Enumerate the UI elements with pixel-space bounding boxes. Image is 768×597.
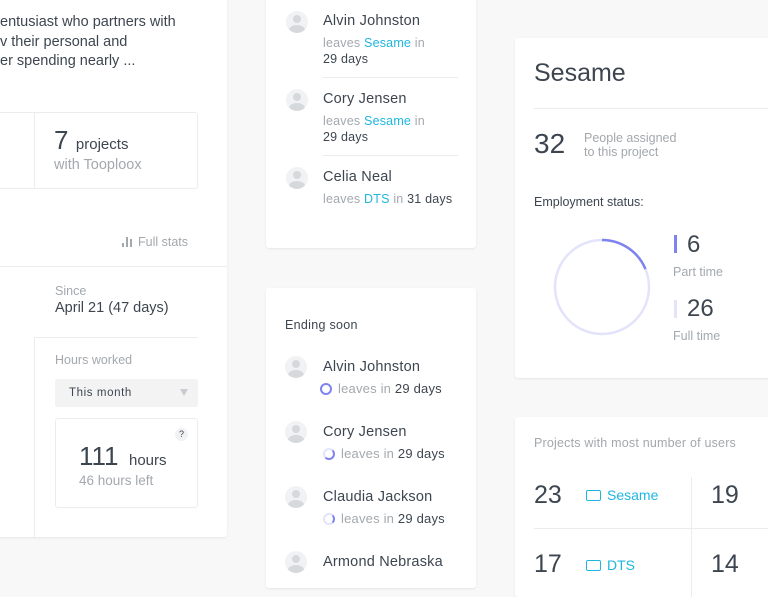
- project-user-count: 23: [534, 481, 562, 509]
- person-name[interactable]: Alvin Johnston: [323, 359, 421, 375]
- person-name[interactable]: Cory Jensen: [323, 91, 407, 107]
- part-time-bar: [674, 235, 677, 253]
- avatar: [285, 356, 307, 378]
- hours-unit: hours: [128, 452, 167, 469]
- full-stats-link[interactable]: Full stats: [122, 235, 188, 249]
- employment-label: Employment status:: [534, 195, 644, 209]
- avatar: [285, 551, 307, 573]
- projects-sub: with Tooploox: [54, 157, 142, 173]
- people-count: 32: [534, 128, 566, 159]
- folder-icon: [586, 560, 601, 571]
- projects-label: projects: [75, 136, 129, 153]
- projects-count: 7: [54, 125, 69, 155]
- bar-chart-icon: [122, 237, 132, 247]
- project-user-count: 19: [711, 481, 739, 509]
- leave-info: leaves in 29 days: [323, 446, 445, 462]
- since-value: April 21 (47 days): [55, 300, 169, 316]
- hours-label: Hours worked: [55, 353, 133, 367]
- bio-line: v their personal and: [0, 33, 128, 50]
- full-time-count: 26: [687, 295, 714, 322]
- avatar: [286, 89, 308, 111]
- ending-soon-title: Ending soon: [285, 318, 358, 332]
- project-link[interactable]: Sesame: [586, 487, 658, 503]
- person-name[interactable]: Celia Neal: [323, 169, 392, 185]
- project-user-count: 14: [711, 550, 739, 578]
- leave-info: leaves Sesame in 29 days: [323, 36, 425, 66]
- stats-box: 7 projects with Tooploox: [0, 112, 198, 189]
- chevron-down-icon: [180, 389, 188, 396]
- hours-left: 46 hours left: [79, 473, 154, 488]
- folder-icon: [586, 490, 601, 501]
- help-icon[interactable]: ?: [175, 428, 188, 441]
- leaving-card: Alvin Johnston leaves Sesame in 29 days C…: [266, 0, 476, 248]
- bio-line: er spending nearly ...: [0, 53, 136, 69]
- ending-soon-card: Ending soon Alvin Johnston leaves in 29 …: [266, 288, 476, 588]
- person-name[interactable]: Armond Nebraska: [323, 554, 443, 570]
- progress-ring-icon: [323, 448, 335, 460]
- project-user-count: 17: [534, 550, 562, 578]
- progress-ring-icon: [320, 383, 332, 395]
- project-title[interactable]: Sesame: [534, 59, 626, 87]
- avatar: [285, 486, 307, 508]
- full-time-label: Full time: [673, 329, 721, 343]
- top-projects-title: Projects with most number of users: [534, 436, 737, 450]
- leave-info: leaves in 29 days: [320, 381, 442, 397]
- full-time-bar: [674, 300, 677, 318]
- hours-box: ? 111 hours 46 hours left: [55, 418, 198, 508]
- project-link[interactable]: DTS: [586, 557, 635, 573]
- part-time-count: 6: [687, 231, 701, 258]
- bio-line: entusiast who partners with: [0, 14, 176, 30]
- part-time-label: Part time: [673, 265, 724, 279]
- person-name[interactable]: Claudia Jackson: [323, 489, 433, 505]
- person-name[interactable]: Cory Jensen: [323, 424, 407, 440]
- top-projects-card: Projects with most number of users 23 Se…: [515, 417, 768, 597]
- leave-info: leaves in 29 days: [323, 511, 445, 527]
- avatar: [285, 421, 307, 443]
- project-card: Sesame 32 People assigned to this projec…: [515, 38, 768, 378]
- avatar: [286, 11, 308, 33]
- since-label: Since: [55, 284, 87, 298]
- person-name[interactable]: Alvin Johnston: [323, 13, 421, 29]
- people-label: to this project: [584, 145, 659, 159]
- donut-part-time: [553, 238, 651, 336]
- profile-card: entusiast who partners with v their pers…: [0, 0, 227, 537]
- progress-ring-icon: [323, 513, 335, 525]
- hours-value: 111: [79, 441, 119, 471]
- leave-info: leaves Sesame in 29 days: [323, 114, 425, 144]
- avatar: [286, 167, 308, 189]
- leave-info: leaves DTS in 31 days: [323, 192, 453, 206]
- employment-donut: [553, 238, 651, 336]
- people-label: People assigned: [584, 131, 677, 145]
- period-select[interactable]: This month: [55, 379, 198, 407]
